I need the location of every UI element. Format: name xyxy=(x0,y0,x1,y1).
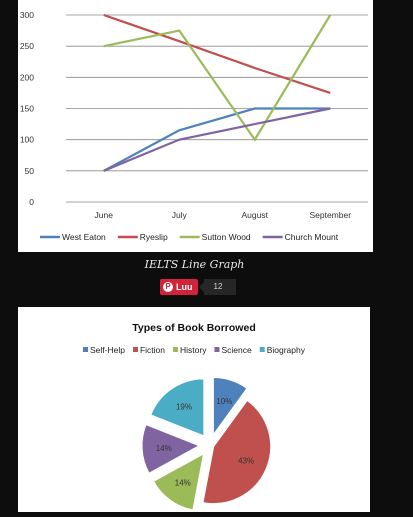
y-tick-label: 150 xyxy=(20,104,34,114)
line-chart-panel: 0 50 100 150 200 250 300 June July August Septembe… xyxy=(18,0,373,252)
legend-swatch xyxy=(214,347,220,352)
slice-label: 43% xyxy=(238,457,254,466)
pie-slice xyxy=(202,399,272,505)
legend-label: Biography xyxy=(267,345,306,355)
line-chart: 0 50 100 150 200 250 300 June July August Septembe… xyxy=(20,10,368,242)
pie-slice xyxy=(141,424,201,474)
legend-label: Church Mount xyxy=(285,232,339,242)
pie-chart-panel: Types of Book Borrowed Self-Help Fiction Hi… xyxy=(18,307,370,512)
pie-slice xyxy=(152,452,205,511)
share-button[interactable]: P Luu xyxy=(160,279,198,295)
slice-label: 14% xyxy=(156,444,172,453)
series-line xyxy=(103,107,331,172)
y-tick-label: 250 xyxy=(20,41,34,51)
legend: Self-Help Fiction History Science Biography xyxy=(83,345,306,355)
share-label: Luu xyxy=(176,282,193,292)
x-tick-label: July xyxy=(172,210,188,220)
legend-swatch xyxy=(132,347,138,352)
y-tick-label: 300 xyxy=(20,10,34,20)
x-tick-label: September xyxy=(309,210,351,220)
legend-label: Fiction xyxy=(140,345,165,355)
slice-label: 19% xyxy=(176,403,192,412)
share-count: 12 xyxy=(198,279,237,295)
legend-swatch xyxy=(259,347,265,352)
y-tick-label: 50 xyxy=(25,166,35,176)
legend-swatch xyxy=(83,347,88,352)
pie-slice xyxy=(212,377,248,437)
legend-label: Science xyxy=(221,345,252,355)
x-tick-label: August xyxy=(242,210,269,220)
chart-caption: IELTS Line Graph xyxy=(144,258,245,271)
pie-chart: Types of Book Borrowed Self-Help Fiction Hi… xyxy=(83,322,306,511)
legend-label: History xyxy=(180,345,207,355)
series-line xyxy=(103,14,332,142)
slice-label: 10% xyxy=(216,397,232,406)
pie-slice xyxy=(150,378,205,437)
y-tick-label: 0 xyxy=(29,197,34,207)
legend-label: Ryeslip xyxy=(140,232,168,242)
legend-label: Sutton Wood xyxy=(202,232,251,242)
legend-label: Self-Help xyxy=(90,345,125,355)
y-tick-label: 200 xyxy=(20,72,34,82)
x-tick-label: June xyxy=(95,210,114,220)
share-widget: P Luu 12 xyxy=(160,279,237,295)
series-line xyxy=(103,107,331,172)
slice-label: 14% xyxy=(175,478,191,487)
chart-title: Types of Book Borrowed xyxy=(132,322,255,334)
legend-swatch xyxy=(173,347,179,352)
legend-label: West Eaton xyxy=(62,232,106,242)
pinterest-icon: P xyxy=(163,282,173,292)
y-tick-label: 100 xyxy=(20,135,34,145)
series-line xyxy=(103,13,331,94)
